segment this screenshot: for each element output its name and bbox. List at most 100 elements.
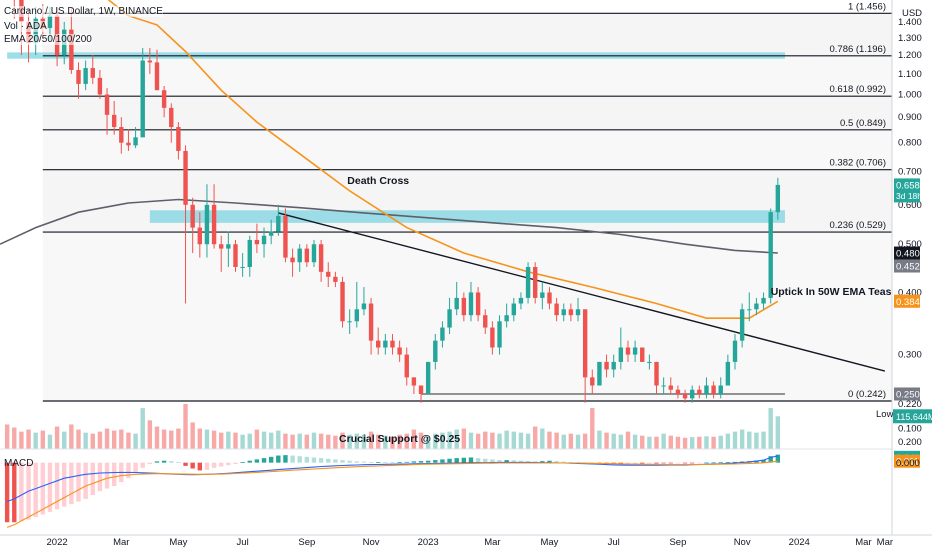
candle-body <box>632 347 638 355</box>
candle <box>590 369 595 394</box>
candle-body <box>240 266 245 268</box>
volume-bar <box>440 432 445 449</box>
macd-histogram-bar <box>504 460 509 463</box>
candle-body <box>283 215 288 258</box>
price-badge <box>894 387 920 401</box>
macd-legend[interactable]: MACD <box>4 458 34 469</box>
candle-body <box>176 127 181 151</box>
macd-histogram-bar <box>276 455 281 463</box>
volume-bar <box>54 426 60 449</box>
volume-legend[interactable]: Vol · ADA <box>4 21 47 32</box>
candle-body <box>390 340 395 348</box>
candle <box>347 309 352 335</box>
volume-bar <box>518 432 524 449</box>
volume-bar <box>247 433 252 449</box>
volume-bar <box>318 433 324 449</box>
candle-body <box>775 184 781 213</box>
candle-body <box>183 150 188 205</box>
chart-annotation: Crucial Support @ $0.25 <box>339 433 460 445</box>
macd-histogram-bar <box>411 461 417 463</box>
candle-body <box>525 266 531 298</box>
macd-histogram-bar <box>497 460 502 463</box>
ema-legend[interactable]: EMA 20/50/100/200 <box>4 34 92 45</box>
macd-histogram-bar <box>554 461 559 463</box>
macd-histogram-bar <box>433 460 438 463</box>
volume-bar <box>119 429 124 449</box>
candle-body <box>83 68 88 84</box>
volume-badge-text: 115.644M <box>896 412 932 422</box>
descending-trendline <box>278 212 886 372</box>
volume-bar <box>147 420 153 449</box>
macd-histogram-bar <box>654 462 659 464</box>
volume-bar <box>761 431 766 449</box>
candle-body <box>169 107 174 128</box>
macd-histogram-bar <box>83 462 88 499</box>
symbol-legend[interactable]: Cardano / US Dollar, 1W, BINANCE <box>4 6 163 17</box>
macd-histogram-bar <box>704 462 709 464</box>
time-tick-label: 2024 <box>789 537 810 548</box>
candle-body <box>675 389 681 394</box>
volume-bar <box>111 430 117 449</box>
candle-body <box>540 292 545 298</box>
macd-histogram-bar <box>4 462 10 523</box>
candle-body <box>747 309 752 311</box>
volume-bar <box>739 429 745 449</box>
volume-bar <box>425 436 431 449</box>
candle <box>119 117 124 154</box>
time-tick-label: May <box>169 537 187 548</box>
volume-bar <box>219 432 224 449</box>
candle-body <box>326 271 331 277</box>
candle <box>518 292 524 310</box>
time-tick-label: Mar <box>484 537 500 548</box>
candle-body <box>97 77 103 95</box>
macd-histogram-bar <box>511 460 516 463</box>
time-tick-label: 2022 <box>47 537 68 548</box>
volume-bar <box>618 434 624 449</box>
volume-bar <box>554 432 559 449</box>
macd-histogram-bar <box>468 457 474 463</box>
candle <box>276 204 281 236</box>
candle-body <box>618 347 624 362</box>
macd-histogram-bar <box>62 462 67 507</box>
volume-bar <box>368 431 374 449</box>
candle-body <box>725 361 731 386</box>
candle <box>190 197 195 254</box>
macd-histogram-bar <box>418 461 424 463</box>
price-tick-label: 0.400 <box>898 287 922 298</box>
candle-body <box>475 292 481 316</box>
macd-histogram-bar <box>211 462 217 468</box>
macd-histogram-bar <box>326 458 331 463</box>
macd-histogram-bar <box>711 462 716 464</box>
candle <box>390 334 395 355</box>
price-badge <box>894 259 920 273</box>
candle <box>647 354 652 370</box>
candle <box>540 281 545 310</box>
candle-body <box>647 361 652 363</box>
macd-histogram-bar <box>568 462 574 463</box>
candle <box>161 85 167 118</box>
candle <box>618 327 624 370</box>
volume-bar <box>233 432 238 449</box>
time-tick-label: Jul <box>237 537 249 548</box>
volume-bar <box>240 434 245 449</box>
macd-histogram-bar <box>675 462 681 464</box>
price-badge-text: 0.452 <box>896 262 920 273</box>
candle <box>233 239 238 272</box>
price-tick-label: 1.400 <box>898 17 922 28</box>
volume-bar <box>161 429 167 449</box>
volume-bar <box>261 431 267 449</box>
volume-bar <box>340 432 345 449</box>
candle <box>140 47 145 138</box>
chart-annotation: Death Cross <box>347 175 409 187</box>
candle <box>668 377 673 394</box>
volume-bar <box>540 428 545 449</box>
candle-body <box>761 297 766 304</box>
volume-bar <box>597 430 602 449</box>
volume-bar <box>390 436 395 449</box>
candle <box>582 309 588 403</box>
volume-bar <box>682 437 688 449</box>
candle <box>76 62 81 99</box>
macd-histogram-bar <box>268 456 274 463</box>
